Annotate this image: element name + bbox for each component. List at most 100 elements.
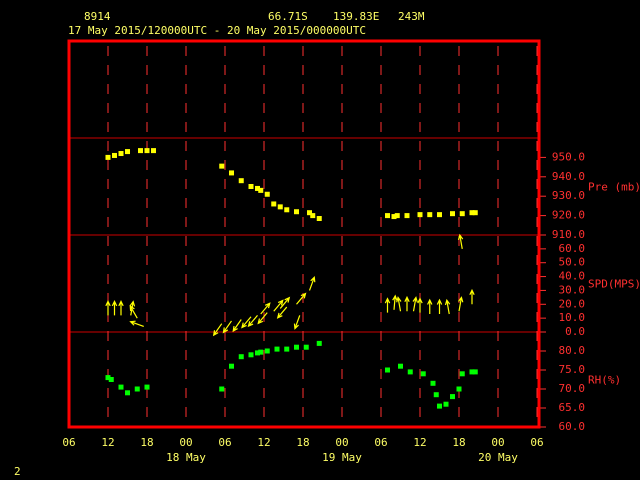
y-axis-label: SPD(MPS): [588, 278, 640, 291]
elevation: 243M: [398, 10, 425, 23]
point: [255, 350, 260, 356]
wind-arrow: [458, 296, 464, 312]
point: [385, 213, 390, 219]
x-tick-label: 06: [530, 436, 543, 449]
point: [430, 380, 436, 386]
y-tick-label: 10.0: [559, 311, 586, 324]
y-tick-label: 930.0: [552, 189, 585, 202]
point: [398, 363, 403, 369]
x-tick-label: 18: [140, 436, 153, 449]
point: [316, 340, 322, 346]
wind-arrow: [396, 296, 402, 312]
day-label: 18 May: [166, 451, 206, 464]
point: [385, 367, 390, 373]
point: [229, 170, 234, 176]
y-axis-label: Pre (mb): [588, 181, 640, 194]
point: [258, 349, 264, 355]
point: [151, 148, 156, 154]
y-tick-label: 65.0: [559, 401, 586, 414]
point: [459, 371, 465, 377]
wind-arrow: [469, 288, 475, 305]
y-axis-label: RH(%): [588, 374, 621, 387]
wind-arrow: [279, 296, 291, 309]
point: [125, 149, 130, 155]
point: [105, 154, 111, 160]
point: [229, 363, 234, 369]
x-tick-label: 06: [374, 436, 387, 449]
wind-arrow: [118, 299, 124, 316]
point: [459, 211, 465, 217]
point: [303, 344, 309, 350]
y-tick-label: 60.0: [559, 242, 586, 255]
point: [391, 214, 397, 220]
wind-arrow: [129, 304, 138, 319]
point: [258, 187, 264, 193]
point: [125, 390, 130, 396]
point: [450, 211, 455, 217]
point: [255, 185, 260, 191]
point: [469, 369, 475, 375]
wind-arrow: [404, 295, 410, 312]
point: [472, 369, 478, 375]
page-number: 2: [14, 465, 21, 478]
y-tick-label: 20.0: [559, 297, 586, 310]
point: [118, 384, 124, 390]
y-tick-label: 940.0: [552, 170, 585, 183]
y-tick-label: 920.0: [552, 209, 585, 222]
wind-arrow: [293, 315, 301, 330]
point: [112, 152, 117, 158]
y-tick-label: 950.0: [552, 150, 585, 163]
x-tick-label: 12: [101, 436, 114, 449]
x-tick-label: 00: [335, 436, 348, 449]
wind-arrow: [129, 320, 144, 328]
point: [277, 204, 283, 210]
wind-arrow: [308, 275, 316, 291]
x-tick-label: 18: [452, 436, 465, 449]
point: [138, 148, 143, 154]
y-tick-label: 30.0: [559, 283, 586, 296]
x-tick-label: 06: [218, 436, 231, 449]
point: [248, 352, 254, 358]
point: [316, 216, 322, 222]
point: [108, 377, 114, 382]
point: [420, 371, 426, 377]
point: [105, 375, 111, 381]
wind-arrow: [412, 296, 418, 312]
point: [284, 207, 290, 213]
point: [134, 386, 140, 392]
wind-arrow: [296, 292, 307, 305]
point: [437, 403, 442, 409]
point: [294, 344, 299, 350]
point: [264, 348, 270, 354]
period: 17 May 2015/120000UTC - 20 May 2015/0000…: [68, 24, 366, 37]
day-label: 19 May: [322, 451, 362, 464]
station-id: 8914: [84, 10, 111, 23]
y-tick-label: 70.0: [559, 382, 586, 395]
x-tick-label: 00: [179, 436, 192, 449]
y-tick-label: 910.0: [552, 228, 585, 241]
wind-arrow: [417, 297, 423, 313]
x-tick-label: 12: [257, 436, 270, 449]
wind-arrow: [392, 294, 398, 310]
y-tick-label: 40.0: [559, 270, 586, 283]
y-tick-label: 50.0: [559, 256, 586, 269]
longitude: 139.83E: [333, 10, 379, 23]
point: [472, 210, 478, 216]
wind-arrow: [436, 298, 443, 314]
x-tick-label: 18: [296, 436, 309, 449]
frame: [67, 39, 541, 429]
y-tick-label: 0.0: [565, 325, 585, 338]
point: [310, 213, 316, 219]
wind-arrow: [222, 320, 232, 334]
point: [417, 212, 423, 218]
y-tick-label: 80.0: [559, 344, 586, 357]
point: [118, 151, 124, 157]
day-label: 20 May: [478, 451, 518, 464]
wind-arrow: [273, 299, 284, 312]
point: [219, 163, 225, 169]
point: [450, 394, 455, 400]
wind-arrow: [427, 298, 433, 314]
x-tick-label: 12: [413, 436, 426, 449]
